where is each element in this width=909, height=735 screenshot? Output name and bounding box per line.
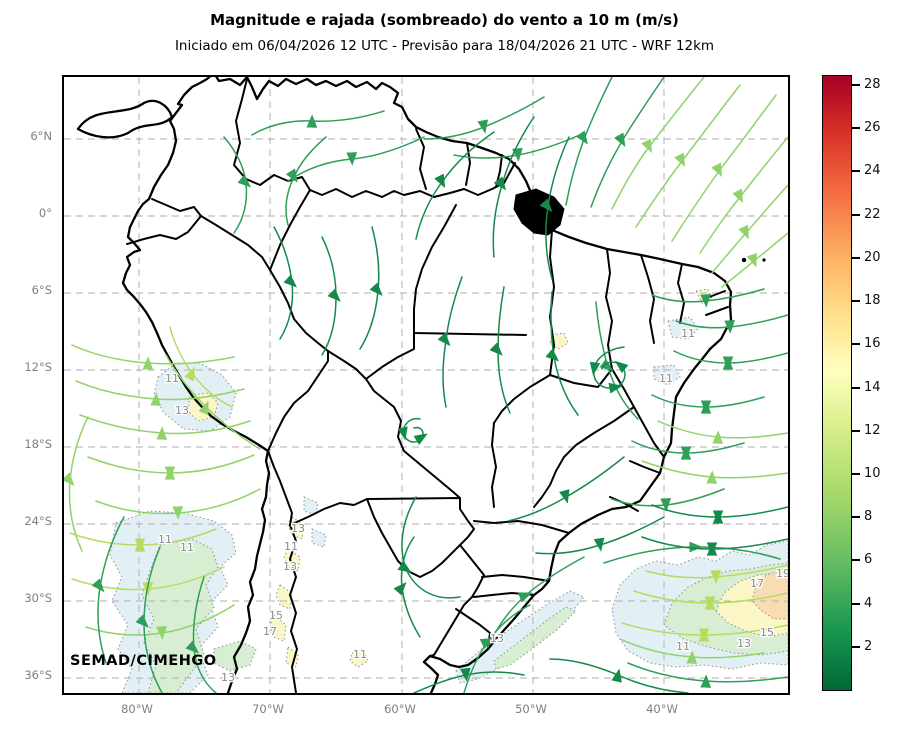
colorbar-tick-mark (852, 603, 860, 605)
watermark-semad-cimehgo: SEMAD/CIMEHGO (70, 653, 217, 669)
colorbar-tick-mark (852, 343, 860, 345)
colorbar-tick-label: 12 (864, 423, 881, 438)
contour-label: 11 (681, 327, 695, 340)
amazon-delta (513, 188, 565, 236)
colorbar-tick-label: 6 (864, 552, 873, 567)
colorbar-tick-mark (852, 559, 860, 561)
colorbar-tick-label: 14 (864, 380, 881, 395)
colorbar-tick-label: 22 (864, 207, 881, 222)
colorbar-tick-mark (852, 170, 860, 172)
contour-label: 15 (269, 609, 283, 622)
page-title: Magnitude e rajada (sombreado) do vento … (210, 11, 679, 29)
contour-label: 13 (490, 632, 504, 645)
map-svg: 11 13 11 11 13 13 11 13 15 17 11 13 11 1… (64, 77, 788, 693)
lat-tick: 6°N (30, 129, 52, 143)
lat-tick: 24°S (24, 514, 52, 528)
lat-tick: 6°S (31, 283, 52, 297)
colorbar-tick-mark (852, 300, 860, 302)
colorbar-tick-label: 4 (864, 596, 873, 611)
colorbar-tick-mark (852, 473, 860, 475)
lon-tick: 40°W (646, 702, 678, 716)
contour-label: 13 (291, 522, 305, 535)
map-canvas: 11 13 11 11 13 13 11 13 15 17 11 13 11 1… (62, 75, 790, 695)
colorbar-tick-label: 8 (864, 509, 873, 524)
lon-tick: 70°W (252, 702, 284, 716)
contour-label: 13 (221, 671, 235, 684)
colorbar-tick-label: 24 (864, 163, 881, 178)
colorbar-tick-label: 26 (864, 120, 881, 135)
colorbar-tick-mark (852, 257, 860, 259)
streamlines (65, 77, 788, 693)
colorbar-tick-mark (852, 84, 860, 86)
colorbar-tick-label: 28 (864, 77, 881, 92)
page-subtitle: Iniciado em 06/04/2026 12 UTC - Previsão… (174, 38, 715, 54)
contour-label: 17 (750, 577, 764, 590)
colorbar-tick-mark (852, 646, 860, 648)
contour-label: 17 (263, 625, 277, 638)
contour-label: 13 (175, 404, 189, 417)
colorbar-tick-mark (852, 214, 860, 216)
contour-label: 11 (180, 541, 194, 554)
colorbar-tick-label: 20 (864, 250, 881, 265)
gust-shading (109, 288, 788, 693)
colorbar-tick-label: 18 (864, 293, 881, 308)
colorbar-tick-label: 2 (864, 639, 873, 654)
colorbar-tick-mark (852, 387, 860, 389)
lon-tick: 50°W (515, 702, 547, 716)
colorbar-tick-label: 16 (864, 336, 881, 351)
colorbar-tick-mark (852, 516, 860, 518)
contour-label: 11 (659, 372, 673, 385)
contour-label: 11 (284, 540, 298, 553)
contour-label: 11 (353, 648, 367, 661)
lat-tick: 0° (38, 206, 52, 220)
lat-tick: 30°S (24, 591, 52, 605)
contour-label: 11 (165, 372, 179, 385)
contour-label: 11 (158, 533, 172, 546)
lon-tick: 60°W (384, 702, 416, 716)
lon-tick: 80°W (121, 702, 153, 716)
colorbar-tick-mark (852, 127, 860, 129)
colorbar (822, 75, 852, 691)
contour-label: 15 (760, 626, 774, 639)
colorbar-tick-label: 10 (864, 466, 881, 481)
contour-label: 13 (283, 560, 297, 573)
contour-label: 19 (776, 567, 788, 580)
colorbar-tick-mark (852, 430, 860, 432)
lat-tick: 18°S (24, 437, 52, 451)
contour-label: 11 (676, 640, 690, 653)
contour-label: 13 (737, 637, 751, 650)
contour-labels: 11 13 11 11 13 13 11 13 15 17 11 13 11 1… (157, 326, 788, 686)
lat-tick: 36°S (24, 668, 52, 682)
lat-tick: 12°S (24, 360, 52, 374)
